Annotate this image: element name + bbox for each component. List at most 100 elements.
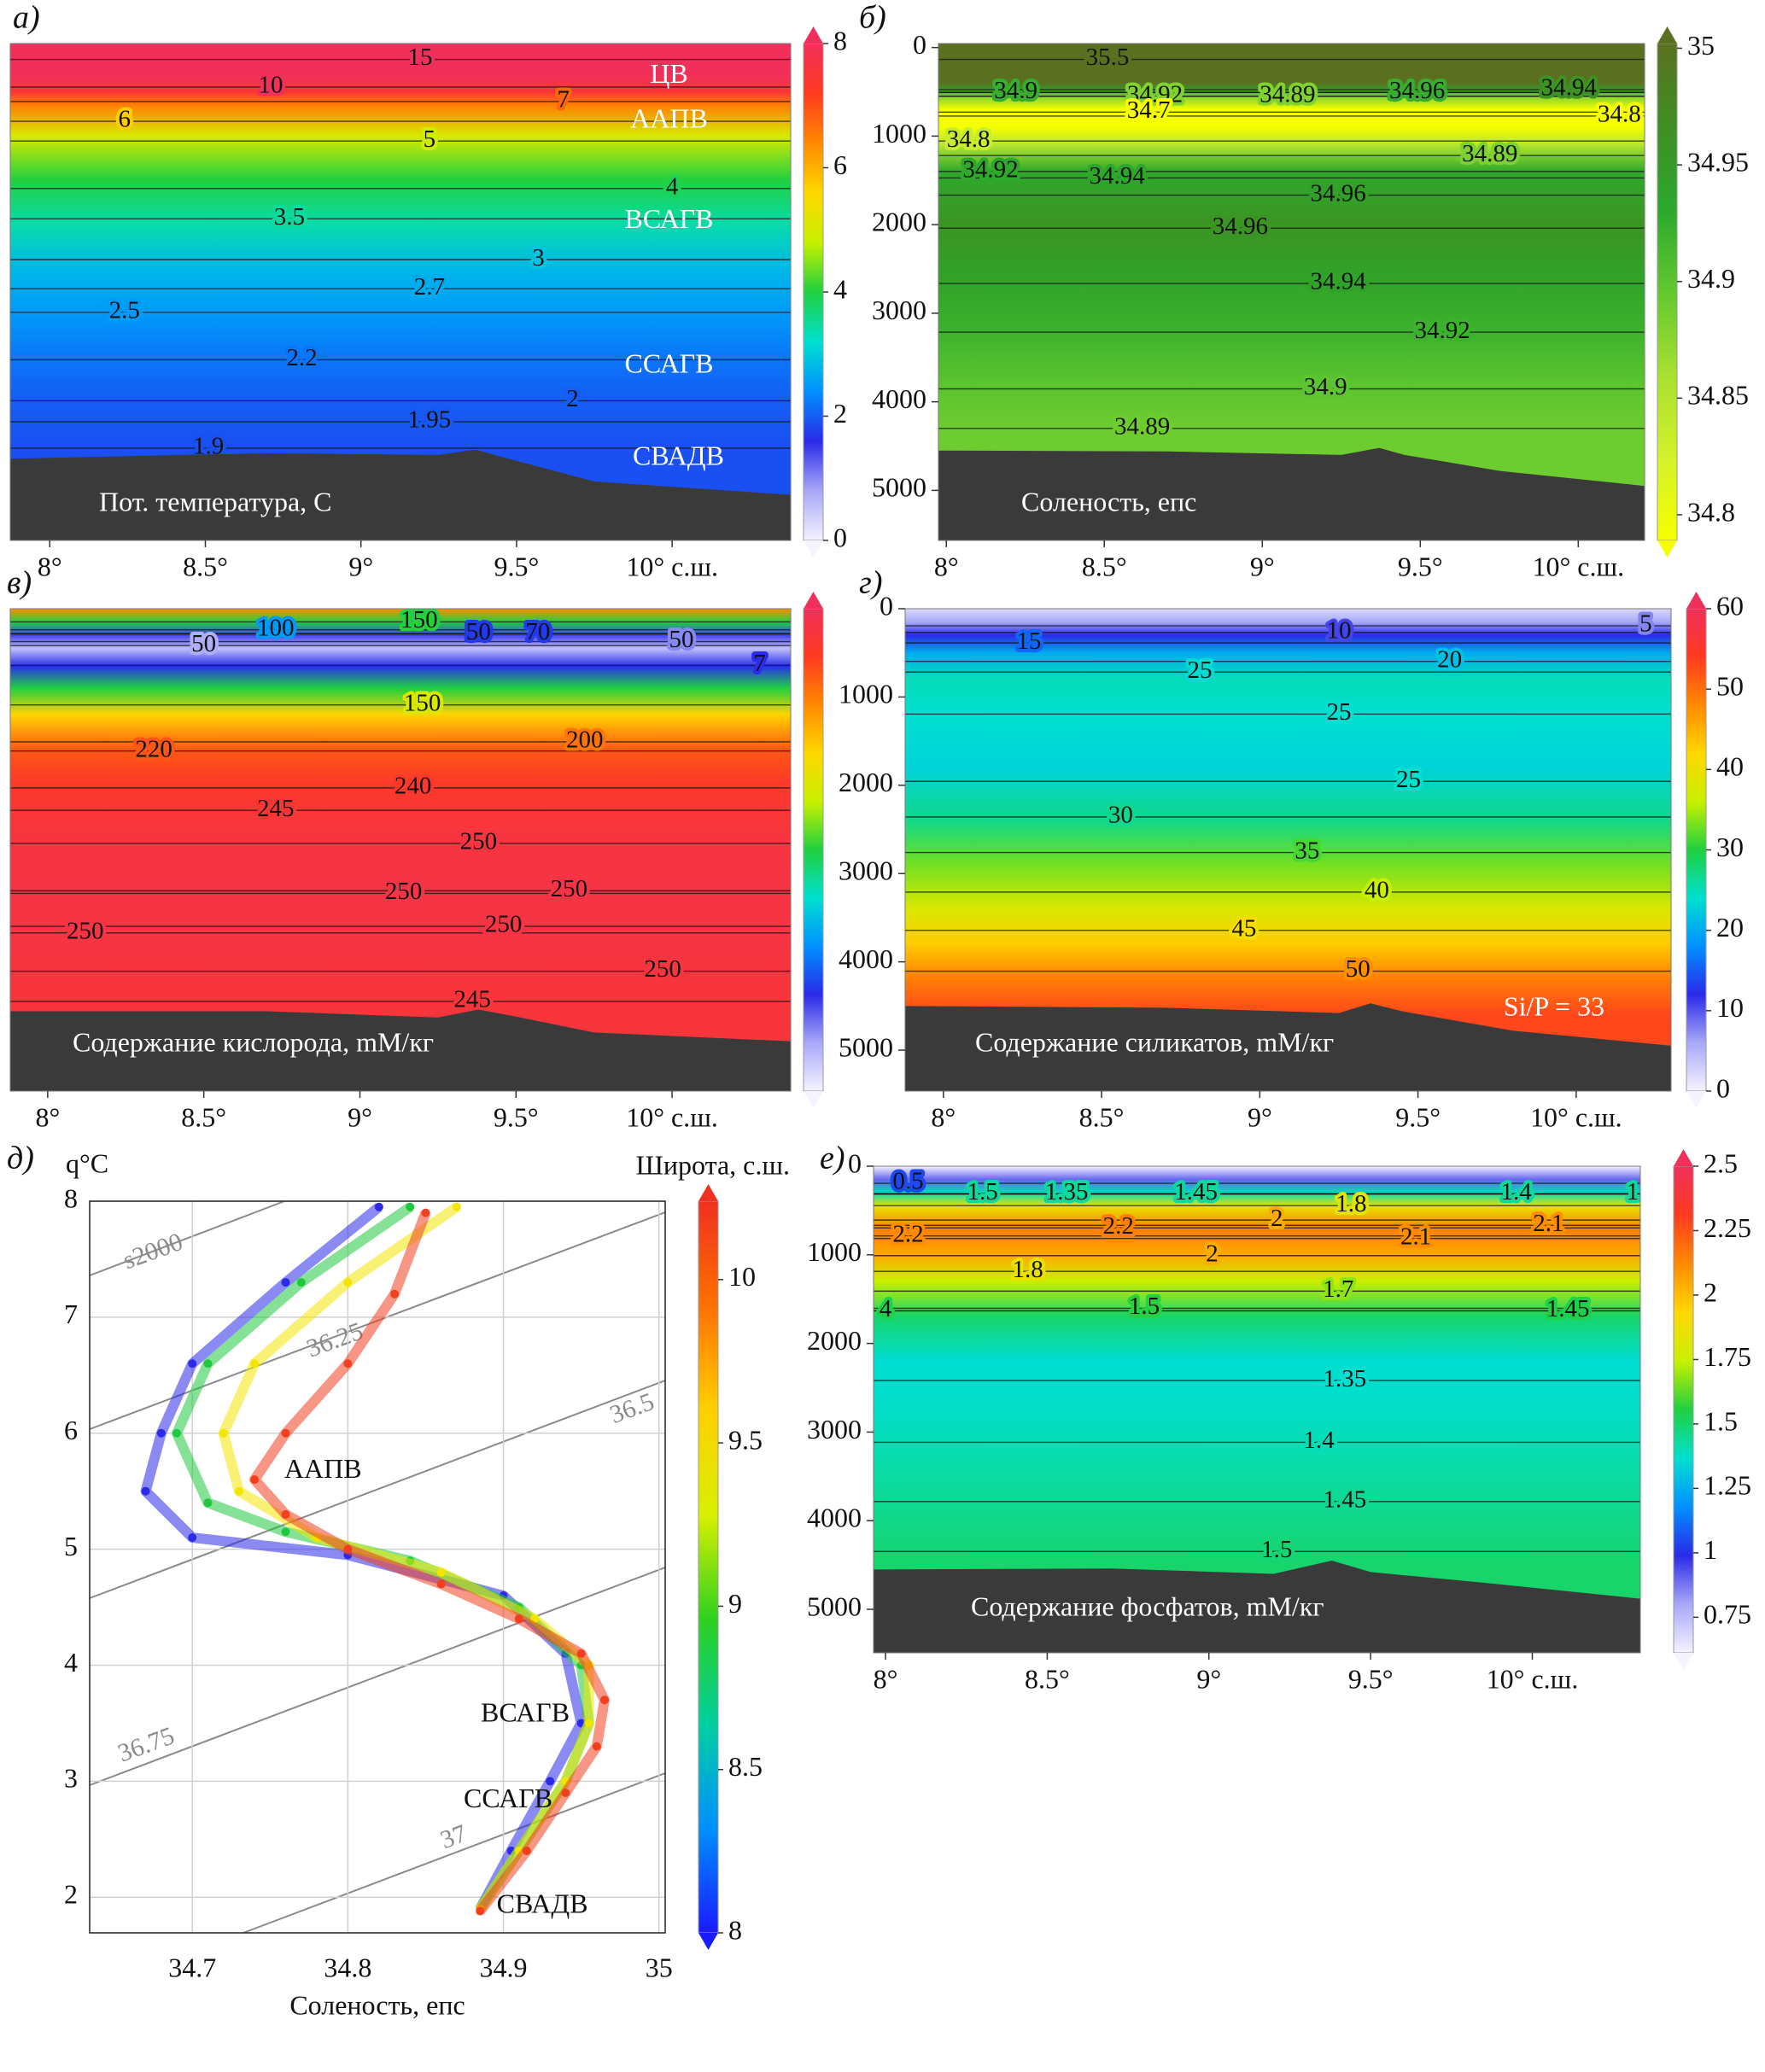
section-caption: Содержание силикатов, mM/кг: [975, 1026, 1334, 1057]
contour-label: 1.45: [1546, 1295, 1590, 1322]
colorbar-tick-label: 8.5: [728, 1751, 763, 1782]
contour-label: 1.4: [1303, 1427, 1335, 1454]
x-tick-label: 8.5°: [183, 551, 228, 581]
ts-point: [599, 1696, 609, 1705]
x-tick-label: 9.5°: [1348, 1663, 1394, 1694]
x-tick-label: 8°: [931, 1101, 956, 1132]
colorbar-tick-label: 1.75: [1704, 1341, 1751, 1372]
y-axis-label: q°C: [66, 1147, 108, 1178]
annotation: ЦВ: [650, 58, 687, 89]
colorbar-tick-label: 1.5: [1704, 1405, 1738, 1436]
y-tick-label: 7: [64, 1299, 78, 1329]
contour-label: 50: [1346, 955, 1371, 983]
ts-point: [514, 1614, 523, 1624]
contour-label: 1.8: [1335, 1190, 1366, 1217]
seafloor: [10, 1009, 791, 1091]
contour-label: 250: [67, 917, 104, 944]
x-tick-label: 9°: [348, 551, 373, 581]
plot-frame: [9, 608, 792, 1092]
colorbar-tick-label: 2.25: [1704, 1212, 1751, 1243]
x-tick-label: 9.5°: [494, 551, 540, 581]
section-plot: 0.5 1.5 1.35 1.45 1.4 1 2 1.8 2.2 2.2 2.1 2.1 2 1.8 1.…: [874, 1166, 1640, 1653]
colorbar-end: [1657, 540, 1677, 557]
y-tick-label: 4000: [807, 1503, 862, 1533]
contour-label: 30: [1108, 802, 1133, 829]
contour-label: 0.5: [892, 1168, 923, 1195]
contour-label: 5: [424, 125, 436, 153]
contour-label: 150: [404, 689, 441, 716]
panel-label: е): [820, 1141, 845, 1176]
x-tick-label: 10° с.ш.: [1487, 1663, 1579, 1694]
contour-label: 50: [466, 618, 491, 645]
annotation: ССАГВ: [624, 347, 713, 378]
annotation: СВАДВ: [633, 441, 724, 471]
ts-point: [188, 1533, 197, 1543]
contour-label: 245: [257, 795, 295, 822]
x-tick-label: 34.9: [480, 1952, 528, 1982]
x-tick-label: 8.5°: [1025, 1663, 1070, 1694]
x-tick-label: 8.5°: [1079, 1101, 1125, 1132]
contour-label: 34.96: [1213, 213, 1268, 240]
ts-point: [156, 1428, 166, 1438]
ts-point: [250, 1359, 260, 1369]
isopycnal-label: 36.75: [114, 1721, 178, 1767]
ts-point: [592, 1742, 601, 1751]
y-tick-label: 5000: [839, 1031, 893, 1062]
plot-frame: [938, 43, 1645, 541]
ts-point: [234, 1486, 243, 1496]
colorbar-tick-label: 30: [1716, 832, 1744, 862]
x-tick-label: 9°: [1250, 551, 1275, 581]
colorbar: [1657, 43, 1678, 541]
contour-label: 34.89: [1114, 412, 1170, 440]
contour-label: 1.4: [1500, 1178, 1532, 1205]
y-tick-label: 3000: [807, 1414, 862, 1445]
colorbar: [1673, 1165, 1694, 1654]
contour-label: 2: [1271, 1205, 1283, 1232]
colorbar-tick-label: 40: [1716, 751, 1744, 782]
contour-label: 2: [1206, 1240, 1219, 1267]
contour-label: 200: [566, 727, 604, 754]
contour-label: 1.45: [1323, 1485, 1366, 1513]
contour-label: 45: [1231, 914, 1256, 942]
colorbar-end: [698, 1184, 718, 1201]
colorbar-tick-label: 34.95: [1687, 146, 1749, 177]
colorbar-end: [1674, 1653, 1693, 1670]
contour-label: 34.7: [1127, 96, 1171, 124]
ts-point: [203, 1498, 213, 1508]
section-plot: 35.5 34.9 34.92 34.89 34.96 34.94 34.7 34.8 34.8…: [938, 44, 1645, 540]
y-tick-label: 0: [913, 29, 926, 60]
contour-label: 1.35: [1045, 1178, 1089, 1205]
annotation: Si/P = 33: [1504, 991, 1604, 1022]
contour-label: 5: [1639, 610, 1652, 638]
annotation: ААПВ: [630, 102, 708, 133]
colorbar-tick-label: 1.25: [1704, 1470, 1751, 1501]
panel-label: а): [13, 0, 40, 36]
contour-label: 250: [485, 911, 523, 938]
y-tick-label: 0: [848, 1147, 862, 1178]
colorbar: [803, 43, 824, 541]
contour-label: 220: [135, 735, 172, 762]
colorbar-end: [804, 1091, 823, 1108]
y-tick-label: 4000: [839, 943, 893, 974]
contour-label: 35: [1295, 837, 1319, 864]
section-caption: Соленость, епс: [1021, 486, 1196, 517]
ts-point: [452, 1202, 461, 1211]
y-tick-label: 2000: [872, 206, 926, 236]
isopycnals: [89, 1200, 666, 1934]
contour-label: 25: [1396, 766, 1421, 793]
y-tick-label: 1000: [872, 118, 926, 149]
isopycnal-label: 36.5: [606, 1387, 658, 1429]
colorbar-end: [804, 26, 823, 44]
isopycnal-label: s2000: [120, 1228, 187, 1275]
contour-label: 2.2: [286, 344, 317, 371]
x-axis-label: Соленость, епс: [289, 1989, 465, 2020]
ts-point: [343, 1359, 353, 1369]
contour-label: 2.2: [892, 1220, 923, 1247]
colorbar-tick-label: 34.9: [1687, 263, 1735, 294]
contour-label: 70: [525, 618, 550, 645]
section-caption: Пот. температура, С: [99, 486, 332, 517]
contour-label: 7: [753, 650, 766, 677]
x-tick-label: 9°: [1248, 1101, 1272, 1132]
contour-label: 50: [191, 630, 216, 657]
contour-label: 34.89: [1259, 80, 1315, 108]
